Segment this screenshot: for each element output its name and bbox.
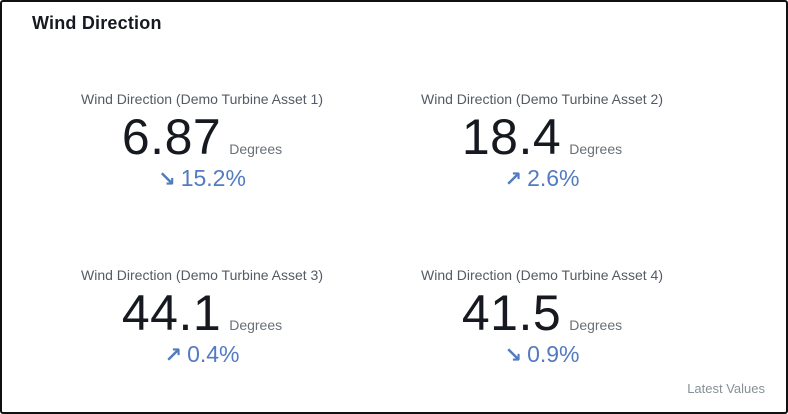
- trend-percentage: 2.6%: [527, 165, 580, 191]
- trend-percentage: 0.4%: [187, 341, 240, 367]
- kpi-trend: ↗ 0.4%: [32, 341, 372, 369]
- kpi-card-asset-2: Wind Direction (Demo Turbine Asset 2) 18…: [372, 91, 712, 193]
- kpi-card-asset-4: Wind Direction (Demo Turbine Asset 4) 41…: [372, 267, 712, 369]
- trend-percentage: 15.2%: [180, 165, 246, 191]
- kpi-card-asset-1: Wind Direction (Demo Turbine Asset 1) 6.…: [32, 91, 372, 193]
- trend-up-icon: ↗: [504, 168, 523, 191]
- kpi-label: Wind Direction (Demo Turbine Asset 1): [81, 91, 323, 107]
- kpi-value: 44.1: [121, 285, 222, 341]
- kpi-value: 41.5: [461, 285, 562, 341]
- trend-up-icon: ↗: [164, 344, 183, 367]
- kpi-unit: Degrees: [569, 141, 623, 157]
- kpi-trend: ↗ 2.6%: [372, 165, 712, 193]
- kpi-value-row: 44.1 Degrees: [32, 287, 372, 339]
- trend-percentage: 0.9%: [527, 341, 580, 367]
- kpi-value-row: 41.5 Degrees: [372, 287, 712, 339]
- kpi-value-row: 6.87 Degrees: [32, 111, 372, 163]
- kpi-trend: ↘ 0.9%: [372, 341, 712, 369]
- widget-title: Wind Direction: [32, 13, 162, 33]
- kpi-trend: ↘ 15.2%: [32, 165, 372, 193]
- kpi-label: Wind Direction (Demo Turbine Asset 3): [81, 267, 323, 283]
- trend-down-icon: ↘: [158, 168, 176, 191]
- kpi-value: 6.87: [121, 109, 222, 165]
- kpi-unit: Degrees: [229, 317, 283, 333]
- kpi-card-asset-3: Wind Direction (Demo Turbine Asset 3) 44…: [32, 267, 372, 369]
- kpi-label: Wind Direction (Demo Turbine Asset 4): [421, 267, 663, 283]
- kpi-value-row: 18.4 Degrees: [372, 111, 712, 163]
- latest-values-caption: Latest Values: [687, 381, 765, 396]
- kpi-unit: Degrees: [569, 317, 623, 333]
- kpi-label: Wind Direction (Demo Turbine Asset 2): [421, 91, 663, 107]
- kpi-unit: Degrees: [229, 141, 283, 157]
- kpi-value: 18.4: [461, 109, 562, 165]
- trend-down-icon: ↘: [504, 344, 523, 367]
- kpi-grid: Wind Direction (Demo Turbine Asset 1) 6.…: [32, 91, 712, 369]
